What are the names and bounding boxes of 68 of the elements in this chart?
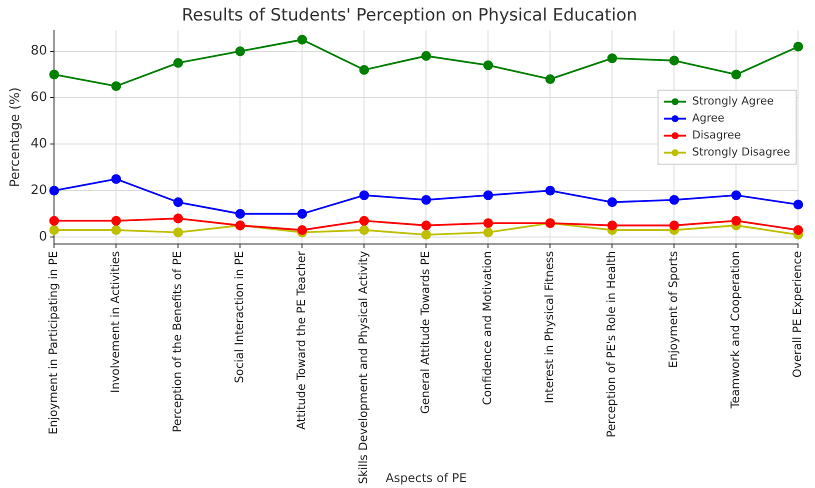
point (669, 220, 680, 230)
point (359, 190, 370, 200)
point (173, 214, 184, 224)
x-tick-label: Confidence and Motivation (480, 251, 494, 406)
y-tick-label: 60 (30, 90, 48, 106)
x-tick-label: Enjoyment of Sports (666, 251, 680, 368)
point (359, 64, 370, 75)
point (49, 70, 60, 80)
legend-label: Disagree (692, 128, 742, 142)
point (731, 70, 742, 80)
point (297, 34, 308, 45)
point (359, 225, 370, 235)
point (793, 200, 804, 210)
point (235, 208, 246, 219)
point (421, 230, 432, 240)
point (111, 174, 122, 184)
y-axis-title: Percentage (%) (8, 87, 24, 188)
legend-label: Agree (692, 112, 725, 125)
point (483, 218, 494, 228)
point (545, 186, 556, 196)
x-tick-label: Teamwork and Cooperation (728, 251, 742, 410)
point (111, 216, 122, 226)
point (173, 58, 184, 68)
point (421, 51, 432, 61)
point (731, 190, 742, 200)
x-tick-label: Perception of the Benefits of PE (170, 251, 184, 432)
point (421, 220, 432, 230)
point (297, 208, 308, 219)
point (793, 225, 804, 235)
point (49, 225, 60, 235)
point (793, 42, 804, 52)
chart-title: Results of Students' Perception on Physical Education (182, 6, 638, 26)
point (49, 186, 60, 196)
point (173, 197, 184, 208)
point (297, 225, 308, 235)
point (545, 74, 556, 84)
point (669, 56, 680, 66)
x-tick-label: Enjoyment in Participating in PE (46, 251, 60, 435)
x-tick-label: Social Interaction in PE (232, 251, 246, 384)
point (607, 220, 618, 230)
y-tick-label: 20 (30, 182, 48, 198)
x-tick-label: Attitude Toward the PE Teacher (294, 250, 308, 430)
point (607, 53, 618, 64)
x-tick-label: Perception of PE's Role in Health (604, 251, 618, 438)
point (669, 194, 680, 205)
point (483, 190, 494, 200)
point (483, 60, 494, 70)
point (359, 216, 370, 226)
point (607, 197, 618, 208)
x-tick-label: General Attitude Towards PE (418, 251, 432, 414)
y-tick-label: 80 (30, 44, 48, 59)
x-tick-label: Overall PE Experience (790, 251, 804, 378)
point (111, 225, 122, 235)
point (49, 216, 60, 226)
point (731, 216, 742, 226)
legend-label: Strongly Agree (692, 94, 774, 108)
point (235, 46, 246, 56)
x-tick-label: Interest in Physical Fitness (542, 250, 556, 404)
point (111, 81, 122, 92)
x-axis-title: Aspects of PE (386, 470, 467, 485)
y-tick-label: 0 (38, 229, 48, 244)
point (483, 227, 494, 238)
point (173, 227, 184, 238)
legend-label: Strongly Disagree (692, 146, 790, 159)
y-tick-label: 40 (30, 136, 48, 152)
point (421, 194, 432, 205)
x-tick-label: Skills Development and Physical Activity (356, 250, 370, 484)
x-tick-label: Involvement in Activities (108, 251, 122, 393)
